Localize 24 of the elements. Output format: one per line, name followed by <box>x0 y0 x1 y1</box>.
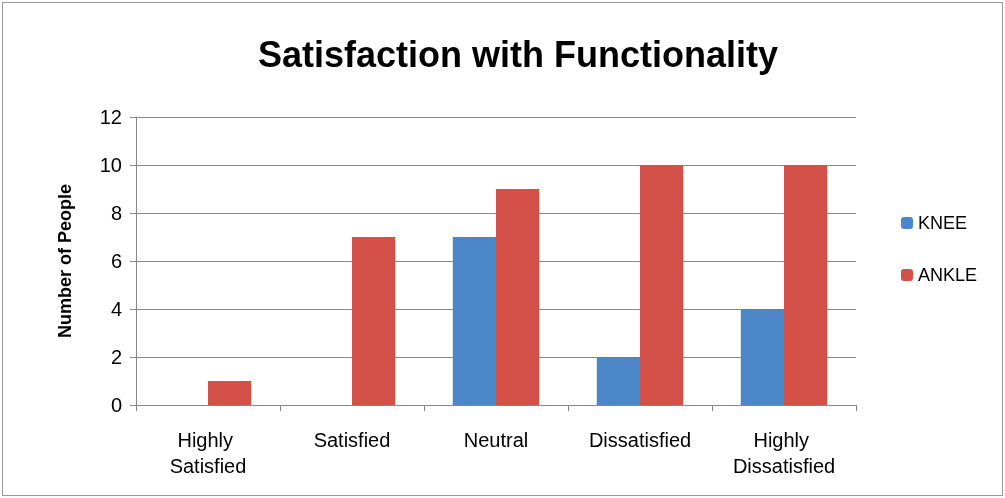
x-tick-label: Dissatisfied <box>588 429 692 451</box>
x-tick-label: Neutral <box>463 429 529 451</box>
y-axis-title: Number of People <box>55 183 75 339</box>
y-tick-label: 6 <box>110 250 122 272</box>
bar <box>452 237 496 405</box>
bar <box>496 189 540 405</box>
y-tick-label: 8 <box>110 202 122 224</box>
y-tick-label: 4 <box>110 298 122 320</box>
bar <box>784 165 828 405</box>
chart-title: Satisfaction with Functionality <box>257 33 779 75</box>
legend-label: ANKLE <box>917 265 977 285</box>
bar <box>640 165 684 405</box>
x-tick-label: Highly Satisfied <box>169 429 247 477</box>
x-tick-label: Highly Dissatisfied <box>732 429 836 477</box>
bar <box>740 309 784 405</box>
y-tick-label: 12 <box>99 106 122 128</box>
y-tick-label: 0 <box>110 394 122 416</box>
x-tick-label: Satisfied <box>313 429 391 451</box>
y-tick-label: 2 <box>110 346 122 368</box>
bar <box>596 357 640 405</box>
bar <box>352 237 396 405</box>
bar <box>208 381 252 405</box>
y-tick-label: 10 <box>99 154 122 176</box>
legend-label: KNEE <box>917 213 967 233</box>
